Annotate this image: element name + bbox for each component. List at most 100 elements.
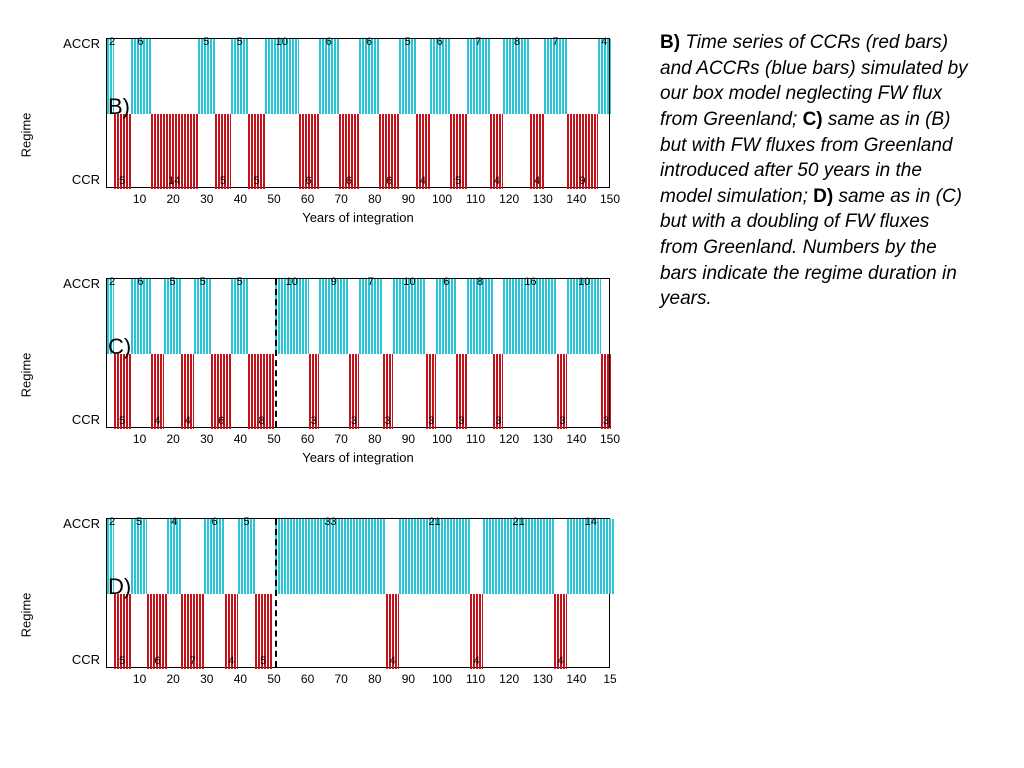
duration-label: 6 [359,36,379,50]
accr-bar [167,519,180,594]
duration-label: 3 [309,415,319,429]
duration-label: 2 [107,516,117,530]
duration-label: 4 [225,655,238,669]
panel-C: RegimeACCRCCRC)2564545658103937310363831… [20,260,640,490]
accr-bar [131,279,151,354]
xtick: 120 [499,432,519,446]
threshold-line [275,279,277,427]
xtick: 20 [167,192,180,206]
accr-bar [393,279,427,354]
duration-label: 21 [399,516,470,530]
xtick: 100 [432,192,452,206]
duration-label: 4 [470,655,483,669]
ytick-ccr: CCR [60,652,100,667]
accr-bar [131,519,148,594]
xtick: 90 [402,192,415,206]
xtick: 120 [499,192,519,206]
accr-bar [198,39,215,114]
panel-letter: D) [108,574,131,600]
accr-bar [567,279,601,354]
panel-D: RegimeACCRCCRD)2556476455334214214141020… [20,500,640,730]
caption-label: D) [813,186,833,207]
xtick: 100 [432,672,452,686]
accr-bar [238,519,255,594]
accr-bar [544,39,568,114]
xtick: 100 [432,432,452,446]
duration-label: 4 [598,36,611,50]
xtick: 90 [402,432,415,446]
duration-label: 4 [416,175,429,189]
accr-bar [430,39,450,114]
duration-label: 10 [265,36,299,50]
duration-label: 8 [248,415,275,429]
accr-bar [503,39,530,114]
duration-label: 6 [319,36,339,50]
duration-label: 3 [557,415,567,429]
duration-label: 6 [379,175,399,189]
duration-label: 33 [275,516,386,530]
duration-label: 6 [147,655,167,669]
figure-caption: B) Time series of CCRs (red bars) and AC… [640,20,980,740]
xtick: 130 [533,192,553,206]
accr-bar [319,279,349,354]
duration-label: 10 [567,276,601,290]
duration-label: 8 [503,36,530,50]
duration-label: 5 [164,276,181,290]
xtick: 90 [402,672,415,686]
duration-label: 5 [215,175,232,189]
x-axis-label: Years of integration [106,450,610,465]
duration-label: 6 [131,276,151,290]
xtick: 110 [466,672,485,686]
y-axis-label: Regime [19,113,34,158]
xtick: 30 [200,672,213,686]
duration-label: 4 [167,516,180,530]
figure-container: RegimeACCRCCRB)2561455551066666546574847… [0,0,1024,750]
duration-label: 5 [399,36,416,50]
threshold-line [275,519,277,667]
accr-bar [194,279,211,354]
duration-label: 6 [204,516,224,530]
accr-bar [598,39,611,114]
accr-bar [567,519,614,594]
caption-label: C) [803,109,823,130]
duration-label: 3 [383,415,393,429]
duration-label: 4 [151,415,164,429]
accr-bar [359,39,379,114]
xtick: 40 [234,432,247,446]
caption-label: B) [660,32,680,53]
xtick: 70 [335,432,348,446]
duration-label: 5 [114,415,131,429]
xtick: 50 [267,432,280,446]
xtick: 30 [200,192,213,206]
duration-label: 3 [601,415,611,429]
duration-label: 10 [393,276,427,290]
duration-label: 6 [430,36,450,50]
duration-label: 14 [151,175,198,189]
duration-label: 5 [231,276,248,290]
duration-label: 21 [483,516,554,530]
xtick: 50 [267,672,280,686]
accr-bar [231,39,248,114]
duration-label: 5 [194,276,211,290]
duration-label: 6 [339,175,359,189]
xtick: 40 [234,672,247,686]
accr-bar [231,279,248,354]
accr-bar [436,279,456,354]
duration-label: 6 [299,175,319,189]
duration-label: 7 [544,36,568,50]
duration-label: 4 [181,415,194,429]
accr-bar [131,39,151,114]
duration-label: 9 [567,175,597,189]
duration-label: 5 [131,516,148,530]
xtick: 140 [566,192,586,206]
xtick: 70 [335,192,348,206]
xtick: 20 [167,432,180,446]
duration-label: 14 [567,516,614,530]
x-ticks: 102030405060708090100110120130140150 [106,192,610,208]
duration-label: 6 [131,36,151,50]
duration-label: 2 [107,276,117,290]
y-axis-label: Regime [19,353,34,398]
accr-bar [503,279,557,354]
duration-label: 9 [319,276,349,290]
duration-label: 3 [456,415,466,429]
